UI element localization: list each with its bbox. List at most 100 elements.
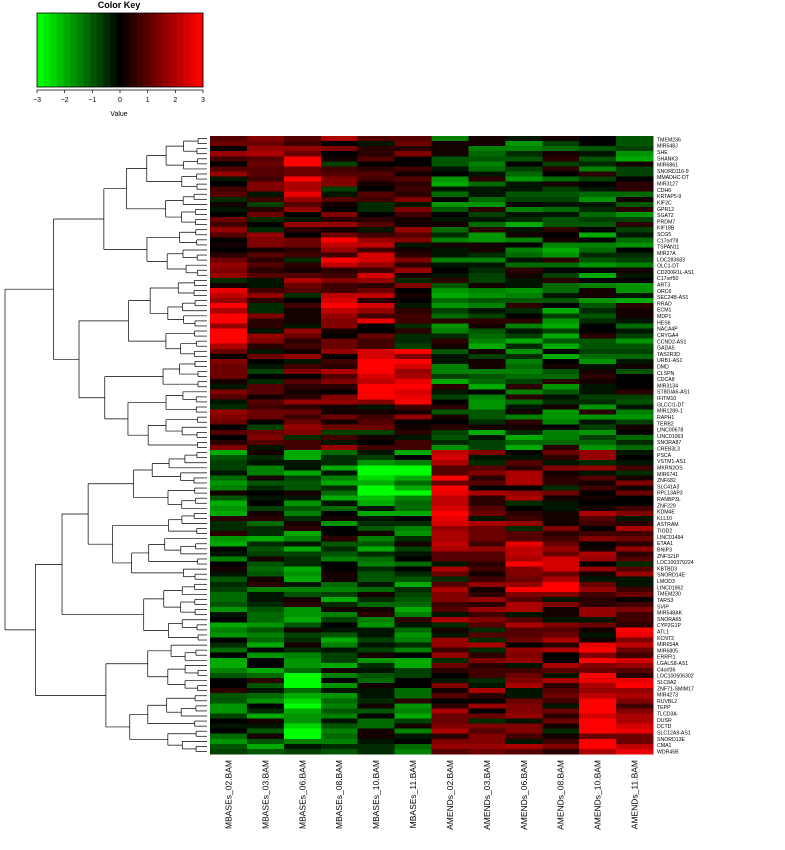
heatmap-cell bbox=[320, 460, 358, 466]
heatmap-cell bbox=[283, 262, 322, 269]
heatmap-cell bbox=[394, 718, 432, 724]
heatmap-cell bbox=[505, 146, 543, 152]
heatmap-cell bbox=[431, 313, 469, 319]
heatmap-cell bbox=[210, 551, 248, 557]
heatmap-cell bbox=[394, 531, 432, 537]
heatmap-cell bbox=[320, 151, 358, 157]
heatmap-cell bbox=[210, 510, 248, 517]
heatmap-cell bbox=[505, 161, 543, 167]
heatmap-cell bbox=[246, 369, 285, 375]
heatmap-cell bbox=[246, 358, 285, 365]
heatmap-cell bbox=[431, 429, 469, 436]
heatmap-cell bbox=[542, 176, 580, 182]
heatmap-cell bbox=[210, 211, 248, 218]
heatmap-cell bbox=[505, 490, 543, 496]
heatmap-cell bbox=[246, 414, 285, 420]
heatmap-cell bbox=[320, 465, 358, 471]
heatmap-cell bbox=[246, 520, 285, 527]
heatmap-cell bbox=[357, 703, 395, 709]
heatmap-cell bbox=[283, 683, 322, 689]
heatmap-cell bbox=[468, 708, 506, 714]
row-label: MIR654A bbox=[657, 642, 679, 648]
heatmap-cell bbox=[394, 201, 432, 208]
heatmap-cell bbox=[283, 627, 322, 633]
heatmap-cell bbox=[320, 627, 358, 633]
heatmap-cell bbox=[357, 672, 395, 679]
heatmap-cell bbox=[505, 227, 543, 233]
heatmap-cell bbox=[431, 374, 469, 380]
heatmap-cell bbox=[431, 678, 469, 684]
color-key-swatch bbox=[116, 13, 124, 87]
heatmap-cell bbox=[579, 480, 617, 486]
heatmap-cell bbox=[283, 693, 322, 699]
heatmap-cell bbox=[505, 576, 543, 583]
heatmap-cell bbox=[616, 237, 654, 243]
heatmap-cell bbox=[210, 267, 248, 274]
heatmap-cell bbox=[505, 363, 543, 370]
heatmap-cell bbox=[468, 465, 506, 471]
heatmap-cell bbox=[505, 191, 543, 198]
heatmap-cell bbox=[357, 242, 395, 248]
row-label: SLC41A3 bbox=[657, 484, 679, 490]
heatmap-cell bbox=[579, 495, 617, 502]
heatmap-cell bbox=[616, 698, 654, 704]
heatmap-cell bbox=[431, 455, 469, 461]
row-label: DMD bbox=[657, 365, 669, 371]
heatmap-cell bbox=[616, 708, 654, 714]
row-label: TARS3 bbox=[657, 598, 673, 604]
heatmap-cell bbox=[505, 450, 543, 456]
heatmap-cell bbox=[210, 470, 248, 476]
heatmap-cell bbox=[210, 136, 248, 142]
heatmap-cell bbox=[468, 490, 506, 496]
heatmap-cell bbox=[616, 313, 654, 319]
heatmap-cell bbox=[246, 505, 285, 512]
heatmap-cell bbox=[246, 191, 285, 198]
heatmap-cell bbox=[320, 409, 358, 415]
heatmap-cell bbox=[283, 510, 322, 517]
heatmap-cell bbox=[505, 632, 543, 638]
heatmap-cell bbox=[283, 703, 322, 709]
row-label: OLC1-DT bbox=[657, 264, 680, 270]
heatmap-cell bbox=[431, 141, 469, 147]
heatmap-cell bbox=[283, 698, 322, 704]
heatmap-cell bbox=[542, 662, 580, 669]
heatmap-cell bbox=[542, 541, 580, 547]
heatmap-cell bbox=[357, 586, 395, 593]
heatmap-cell bbox=[616, 480, 654, 486]
row-label: TIGD2 bbox=[657, 529, 672, 535]
heatmap-cell bbox=[357, 303, 395, 309]
heatmap-cell bbox=[320, 546, 358, 552]
heatmap-cell bbox=[246, 196, 285, 203]
heatmap-cell bbox=[283, 581, 322, 588]
heatmap-cell bbox=[616, 353, 654, 360]
heatmap-cell bbox=[357, 510, 395, 517]
heatmap-cell bbox=[579, 657, 617, 664]
heatmap-cell bbox=[468, 683, 506, 689]
heatmap-cell bbox=[246, 409, 285, 415]
heatmap-cell bbox=[320, 181, 358, 187]
heatmap-cell bbox=[579, 399, 617, 405]
heatmap-cell bbox=[616, 161, 654, 167]
heatmap-cell bbox=[431, 196, 469, 203]
color-key-swatch bbox=[143, 13, 151, 87]
heatmap-cell bbox=[394, 485, 432, 491]
heatmap-cell bbox=[542, 607, 580, 613]
heatmap-cell bbox=[394, 500, 432, 507]
color-key-tick-label: −2 bbox=[61, 97, 69, 104]
heatmap-cell bbox=[616, 247, 654, 253]
row-label: TERB2 bbox=[657, 421, 674, 427]
heatmap-cell bbox=[210, 181, 248, 187]
color-key-swatch bbox=[163, 13, 171, 87]
heatmap-cell bbox=[320, 607, 358, 613]
heatmap-cell bbox=[579, 358, 617, 365]
heatmap-cell bbox=[246, 206, 285, 213]
heatmap-cell bbox=[357, 612, 395, 618]
heatmap-cell bbox=[431, 176, 469, 182]
heatmap-cell bbox=[431, 607, 469, 613]
heatmap-cell bbox=[320, 531, 358, 537]
heatmap-cell bbox=[505, 520, 543, 527]
heatmap-cell bbox=[505, 369, 543, 375]
heatmap-cell bbox=[320, 404, 358, 410]
heatmap-cell bbox=[357, 287, 395, 294]
heatmap-cell bbox=[210, 596, 248, 603]
